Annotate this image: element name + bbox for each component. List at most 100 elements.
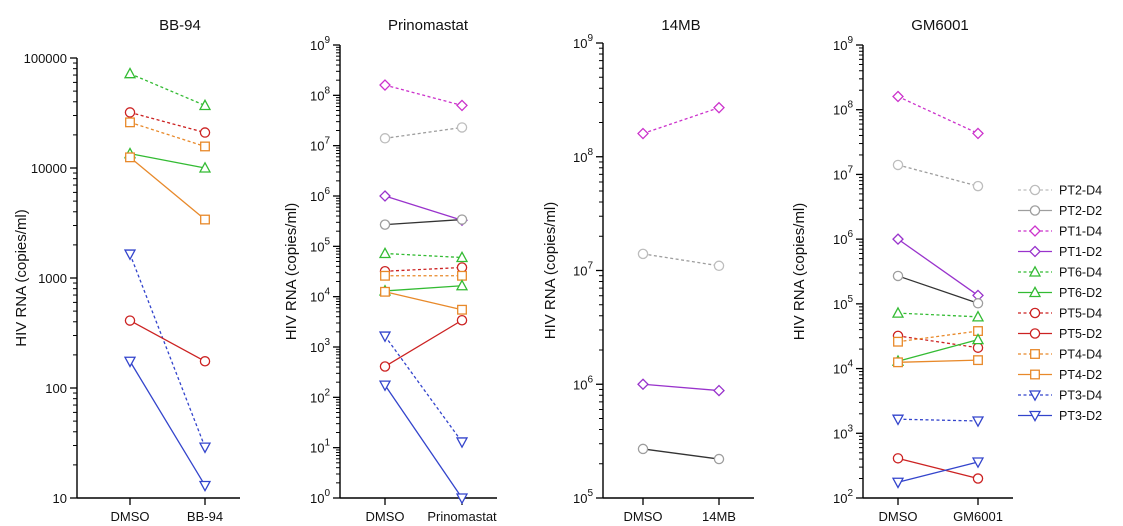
series-line <box>129 111 206 134</box>
series-pt4-d2 <box>893 355 983 368</box>
series-pt5-d4 <box>124 107 211 138</box>
data-point <box>123 356 137 368</box>
series-line <box>897 418 979 422</box>
series-line <box>897 164 979 187</box>
legend-entry: PT4-D4 <box>1018 348 1102 362</box>
series-line <box>129 253 206 448</box>
data-point <box>378 331 392 343</box>
data-point <box>379 219 391 230</box>
series-pt3-d2 <box>123 356 212 493</box>
series-pt6-d2 <box>378 279 469 296</box>
data-point <box>637 378 649 391</box>
y-tick-label: 106 <box>310 186 330 204</box>
data-point <box>893 336 903 347</box>
series-line <box>897 359 979 363</box>
data-point <box>456 122 468 133</box>
y-tick-label: 105 <box>310 236 330 254</box>
y-tick-label: 100 <box>45 381 67 396</box>
data-point <box>893 357 903 368</box>
legend-entry: PT6-D2 <box>1018 285 1102 300</box>
y-tick-label: 107 <box>833 164 853 182</box>
x-tick-label: Prinomastat <box>427 509 497 524</box>
series-pt6-d4 <box>378 246 469 263</box>
data-point <box>379 79 391 91</box>
series-line <box>129 320 206 362</box>
legend-entry: PT2-D2 <box>1018 204 1102 218</box>
series-pt2-d2 <box>379 214 468 230</box>
y-axis-label: HIV RNA (copies/ml) <box>542 202 559 340</box>
data-point <box>892 90 904 103</box>
series-pt3-d4 <box>378 331 469 449</box>
series-pt2-d2 <box>892 270 984 309</box>
data-point <box>713 453 725 465</box>
y-tick-label: 106 <box>833 229 853 247</box>
series-line <box>384 252 463 259</box>
y-tick-label: 102 <box>310 387 330 405</box>
series-pt2-d4 <box>892 159 984 192</box>
data-point <box>379 133 391 144</box>
y-tick-label: 10000 <box>31 161 67 176</box>
data-point <box>971 416 985 428</box>
data-point <box>713 384 725 397</box>
y-tick-label: 103 <box>833 423 853 441</box>
data-point <box>124 107 136 118</box>
data-point <box>456 314 468 326</box>
data-point <box>123 67 137 79</box>
legend-marker <box>1030 369 1040 380</box>
data-point <box>378 246 392 259</box>
series-pt1-d2 <box>637 378 725 397</box>
legend-entry: PT6-D4 <box>1018 265 1102 280</box>
x-tick-label: 14MB <box>702 509 736 524</box>
series-line <box>897 335 979 349</box>
data-point <box>972 180 984 192</box>
legend-label: PT2-D4 <box>1059 184 1102 198</box>
series-pt5-d2 <box>124 315 211 367</box>
x-tick-label: DMSO <box>624 509 663 524</box>
series-line <box>897 330 979 343</box>
y-tick-label: 100000 <box>24 51 67 66</box>
series-pt4-d4 <box>125 117 210 152</box>
y-tick-label: 107 <box>310 136 330 154</box>
series-line <box>384 84 463 107</box>
panel-title: BB-94 <box>159 17 201 34</box>
x-tick-label: DMSO <box>879 509 918 524</box>
legend-entry: PT1-D2 <box>1018 245 1102 259</box>
legend-marker <box>1029 245 1041 258</box>
legend-label: PT6-D2 <box>1059 286 1102 300</box>
data-point <box>973 355 983 366</box>
series-pt3-d4 <box>891 414 985 428</box>
data-point <box>892 233 904 246</box>
series-pt4-d4 <box>380 270 467 281</box>
x-tick-label: GM6001 <box>953 509 1003 524</box>
y-tick-label: 104 <box>833 359 853 377</box>
series-pt4-d4 <box>893 326 983 347</box>
panel-title: Prinomastat <box>388 17 469 34</box>
legend-label: PT2-D2 <box>1059 204 1102 218</box>
series-line <box>642 253 720 267</box>
legend-marker <box>1028 265 1042 277</box>
legend-entry: PT2-D4 <box>1018 184 1102 198</box>
legend: PT2-D4 PT2-D2 PT1-D4 PT1-D2 PT6-D4 PT6-D2 PT5-… <box>1018 184 1102 423</box>
y-tick-label: 109 <box>833 35 853 53</box>
data-point <box>971 333 985 345</box>
series-pt3-d4 <box>123 249 212 454</box>
x-tick-label: DMSO <box>366 509 405 524</box>
data-point <box>891 414 905 426</box>
series-pt4-d2 <box>380 286 467 315</box>
data-point <box>892 453 904 464</box>
series-line <box>897 457 979 480</box>
legend-marker <box>1030 349 1040 359</box>
legend-label: PT1-D4 <box>1059 225 1102 239</box>
data-point <box>199 356 211 367</box>
series-pt6-d4 <box>891 306 985 322</box>
y-axis-label: HIV RNA (copies/ml) <box>283 203 300 341</box>
legend-entry: PT1-D4 <box>1018 225 1102 239</box>
series-line <box>384 266 463 272</box>
data-point <box>380 270 390 281</box>
legend-label: PT1-D2 <box>1059 245 1102 259</box>
series-line <box>642 107 720 135</box>
data-point <box>637 127 649 140</box>
series-line <box>129 360 206 486</box>
legend-entry: PT3-D2 <box>1018 409 1102 423</box>
legend-entry: PT5-D4 <box>1018 307 1102 321</box>
